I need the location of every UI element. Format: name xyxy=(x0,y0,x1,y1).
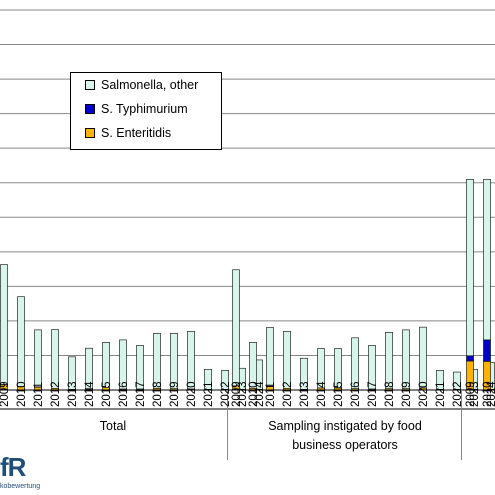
legend-swatch-typhimurium xyxy=(85,104,95,114)
x-tick-label: 2018 xyxy=(152,381,164,407)
x-tick-label: 2023 xyxy=(469,381,481,407)
x-tick-label: 2020 xyxy=(418,381,430,407)
bar-typhimurium xyxy=(483,339,491,362)
legend-item-typhimurium: S. Typhimurium xyxy=(71,97,221,121)
x-tick-label: 2012 xyxy=(282,381,294,407)
x-tick-label: 2011 xyxy=(33,382,45,407)
bar-other xyxy=(483,178,491,341)
x-tick-label: 2016 xyxy=(118,381,130,407)
bar-other xyxy=(368,345,376,390)
legend-label-typhimurium: S. Typhimurium xyxy=(101,102,188,116)
bar-other xyxy=(385,332,393,389)
bar-other xyxy=(232,269,240,387)
bar-other xyxy=(300,357,308,390)
bar-other xyxy=(51,329,59,389)
x-tick-label: 2009 xyxy=(465,381,477,407)
x-tick-label: 2015 xyxy=(333,381,345,407)
group-labels: Total Sampling instigated by food business… xyxy=(100,419,422,452)
x-tick-label: 2018 xyxy=(384,381,396,407)
legend-label-other: Salmonella, other xyxy=(101,78,199,92)
bar-other xyxy=(351,337,359,389)
x-tick-label: 2013 xyxy=(299,381,311,407)
bar-other xyxy=(85,347,93,389)
x-tick-label: 2017 xyxy=(135,381,147,407)
x-tick-label: 2013 xyxy=(67,381,79,407)
x-tick-label: 2022 xyxy=(452,381,464,407)
legend: Salmonella, other S. Typhimurium S. Ente… xyxy=(70,72,222,150)
x-tick-label: 2021 xyxy=(203,381,215,407)
bar-other xyxy=(68,356,76,390)
x-tick-label: 2012 xyxy=(50,381,62,407)
bar-other xyxy=(136,345,144,390)
bars xyxy=(0,178,495,391)
bar-other xyxy=(402,329,410,389)
legend-swatch-other xyxy=(85,80,95,90)
bar-other xyxy=(187,330,195,390)
bar-other xyxy=(466,178,474,357)
group-label-line1: Sampling instigated by food xyxy=(268,419,422,433)
x-tick-label: 2010 xyxy=(248,381,260,407)
x-tick-label: 2024 xyxy=(486,381,495,407)
x-tick-labels: 2009 2010 2011 2012 2013 2014 2015 2016 2017 2018… xyxy=(0,381,495,407)
x-tick-label: 2011 xyxy=(265,382,277,407)
bar-other xyxy=(153,333,161,389)
x-tick-label: 2022 xyxy=(220,381,232,407)
x-axis xyxy=(0,389,495,460)
bar-other xyxy=(334,348,342,388)
bar-other xyxy=(317,348,325,389)
bar-other xyxy=(436,370,444,390)
x-tick-label: 2017 xyxy=(367,381,379,407)
bar-other xyxy=(221,370,229,390)
legend-label-enteritidis: S. Enteritidis xyxy=(101,126,172,140)
bar-other xyxy=(419,326,427,389)
x-tick-label: 2014 xyxy=(84,381,96,407)
bar-typhimurium xyxy=(466,355,474,362)
bar-other xyxy=(283,330,291,389)
group-label-line2: business operators xyxy=(292,438,398,452)
x-tick-label: 2019 xyxy=(169,381,181,407)
bfr-logo-subtext: kobewertung xyxy=(0,483,41,490)
gridlines xyxy=(0,9,495,356)
bar-other xyxy=(0,264,8,385)
x-tick-label: 2016 xyxy=(350,381,362,407)
x-tick-label: 2020 xyxy=(186,381,198,407)
legend-item-enteritidis: S. Enteritidis xyxy=(71,121,221,145)
bar-other xyxy=(17,296,25,387)
x-tick-label: 2014 xyxy=(316,381,328,407)
x-tick-label: 2010 xyxy=(16,381,28,407)
bar-other xyxy=(249,342,257,389)
x-tick-label: 2010 xyxy=(482,381,494,407)
x-tick-label: 2009 xyxy=(0,381,11,407)
x-tick-label: 2009 xyxy=(231,381,243,407)
x-tick-label: 2021 xyxy=(435,381,447,407)
bfr-logo: fR xyxy=(0,452,26,482)
legend-swatch-enteritidis xyxy=(85,128,95,138)
x-tick-label: 2024 xyxy=(254,381,266,407)
x-tick-label: 2019 xyxy=(401,381,413,407)
bar-other xyxy=(102,342,110,388)
bar-other xyxy=(266,327,274,387)
x-tick-label: 2015 xyxy=(101,381,113,407)
bar-other xyxy=(119,339,127,390)
group-label: Total xyxy=(100,419,126,433)
bar-other xyxy=(170,333,178,389)
bar-other xyxy=(204,368,212,390)
x-tick-label: 2023 xyxy=(237,381,249,407)
bar-other xyxy=(34,329,42,388)
bar-other xyxy=(453,371,461,390)
legend-item-other: Salmonella, other xyxy=(71,73,221,97)
